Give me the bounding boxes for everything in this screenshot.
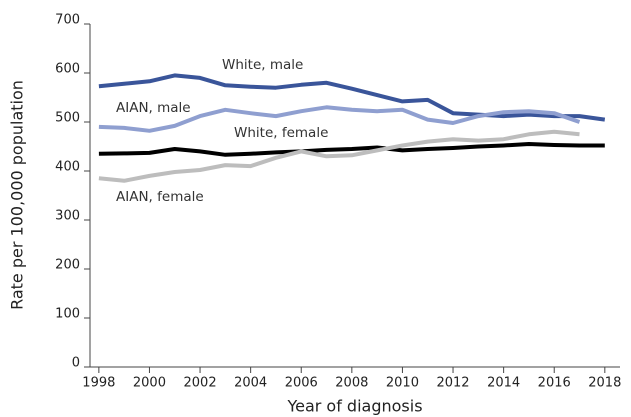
series-label: AIAN, male bbox=[116, 100, 191, 116]
x-axis-title: Year of diagnosis bbox=[286, 397, 422, 416]
y-tick-label: 500 bbox=[55, 111, 80, 126]
series-label: White, male bbox=[222, 57, 303, 73]
x-tick-label: 2012 bbox=[436, 376, 469, 391]
x-tick-label: 2000 bbox=[133, 376, 166, 391]
x-tick-label: 2006 bbox=[285, 376, 318, 391]
y-tick-label: 600 bbox=[55, 62, 80, 77]
series-line bbox=[98, 73, 606, 122]
series-label: AIAN, female bbox=[116, 189, 204, 205]
y-tick-label: 400 bbox=[55, 160, 80, 175]
series-line bbox=[98, 142, 605, 157]
x-tick-label: 2016 bbox=[538, 376, 571, 391]
x-tick-label: 2014 bbox=[487, 376, 520, 391]
x-tick-label: 1998 bbox=[82, 376, 115, 391]
series-line bbox=[98, 129, 580, 183]
series-line bbox=[98, 105, 581, 133]
y-tick-label: 200 bbox=[55, 258, 80, 273]
x-tick-label: 2008 bbox=[335, 376, 368, 391]
x-tick-label: 2002 bbox=[184, 376, 217, 391]
x-tick-label: 2010 bbox=[386, 376, 419, 391]
y-tick-label: 100 bbox=[55, 307, 80, 322]
y-tick-label: 700 bbox=[55, 13, 80, 28]
y-tick-label: 300 bbox=[55, 209, 80, 224]
series-label: White, female bbox=[234, 125, 328, 141]
y-axis-title: Rate per 100,000 population bbox=[8, 80, 27, 310]
x-tick-label: 2004 bbox=[234, 376, 267, 391]
x-tick-label: 2018 bbox=[588, 376, 621, 391]
y-tick-label: 0 bbox=[72, 356, 80, 371]
